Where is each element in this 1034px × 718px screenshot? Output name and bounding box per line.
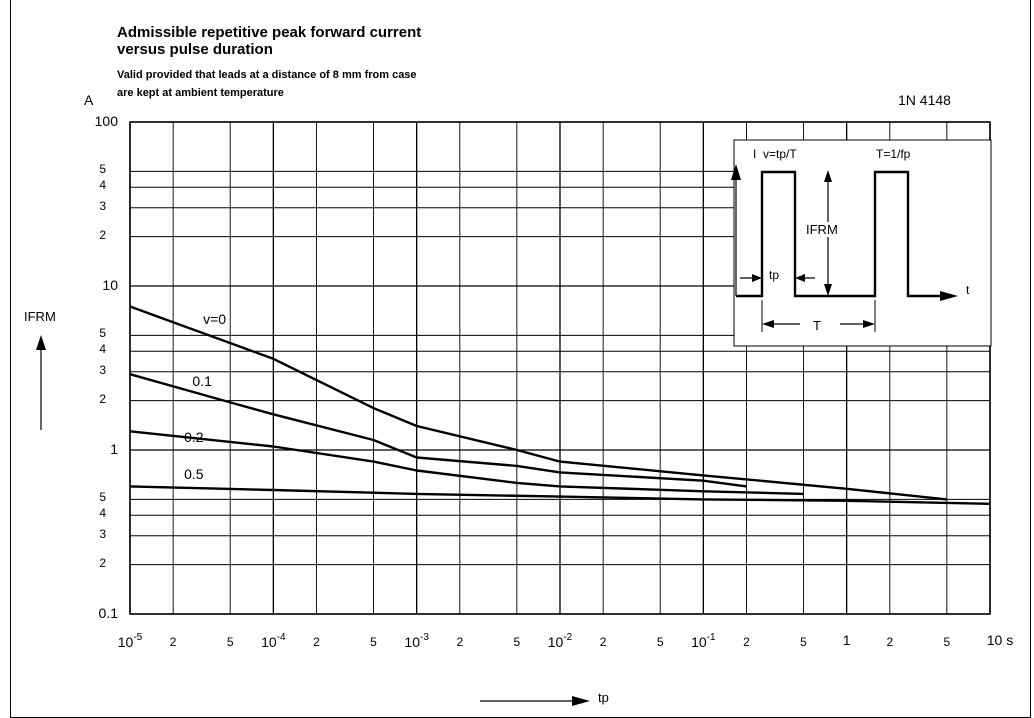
y-tick-label: 5: [99, 326, 106, 341]
series-line-3: [129, 485, 991, 505]
x-tick-exponent: -5: [133, 632, 143, 643]
inset-tp-arrow-left: [752, 274, 762, 282]
y-tick-label: 1: [110, 441, 118, 457]
x-tick-label: 10 s: [986, 632, 1014, 648]
x-axis-arrowhead: [572, 696, 590, 706]
y-tick-label: 5: [99, 162, 106, 177]
x-tick-label: 10-3: [404, 632, 428, 650]
inset-pulse-waveform: [736, 170, 942, 298]
x-tick-exponent: -2: [563, 632, 573, 643]
y-tick-label: 100: [94, 113, 118, 129]
inset-amplitude-arrow-down: [824, 284, 832, 296]
inset-i-label: I: [753, 147, 757, 161]
x-tick-exponent: -4: [276, 632, 286, 643]
x-tick-label: 5: [513, 635, 521, 649]
x-tick-label: 1: [842, 632, 851, 648]
part-number: 1N 4148: [898, 92, 951, 108]
series-label: v=0: [203, 310, 227, 327]
x-tick-label: 2: [886, 635, 894, 649]
series-line-2: [129, 430, 804, 496]
x-tick-label: 2: [599, 635, 607, 649]
x-tick-base: 10: [404, 634, 420, 650]
y-axis-label: IFRM: [24, 309, 56, 324]
series-line-1: [129, 373, 747, 488]
x-tick-label: 10-2: [548, 632, 572, 650]
chart-title-line1: Admissible repetitive peak forward curre…: [117, 24, 422, 41]
inset-period-formula: T=1/fp: [876, 147, 911, 161]
inset-tp-arrow-right: [795, 274, 805, 282]
y-tick-label: 5: [99, 490, 106, 505]
x-axis-label: tp: [598, 690, 609, 705]
series-label: 0.5: [184, 466, 204, 483]
inset-i-arrowhead: [731, 164, 741, 180]
y-tick-label: 3: [99, 526, 106, 541]
x-tick-base: 10: [547, 634, 564, 650]
y-tick-label: 3: [99, 198, 106, 213]
chart-title-line2: versus pulse duration: [117, 41, 273, 58]
series-label: 0.2: [184, 428, 204, 445]
x-tick-label: 10-4: [261, 632, 285, 650]
y-tick-label: 2: [99, 227, 106, 242]
x-tick-exponent: -1: [706, 632, 716, 643]
y-tick-label: 0.1: [98, 605, 118, 621]
y-unit-label: A: [84, 92, 94, 108]
x-tick-label: 10-5: [118, 632, 142, 650]
x-tick-label: 2: [743, 635, 750, 649]
inset-amplitude-label: IFRM: [806, 222, 838, 237]
x-tick-label: 5: [370, 635, 377, 649]
x-tick-base: 10: [117, 634, 134, 650]
y-tick-label: 2: [99, 391, 106, 406]
plot-border: [129, 121, 991, 615]
inset-pulse-width-label: tp: [769, 268, 780, 282]
series-line-0: [129, 305, 948, 501]
x-tick-label: 2: [456, 635, 464, 649]
chart-subtitle-line1: Valid provided that leads at a distance …: [117, 69, 417, 81]
y-axis-arrowhead: [36, 335, 46, 350]
y-tick-label: 3: [99, 362, 106, 377]
inset-period-arrow-right: [863, 320, 875, 328]
series-label: 0.1: [192, 372, 212, 389]
x-tick-label: 5: [943, 635, 951, 649]
inset-box: [733, 139, 992, 347]
x-tick-base: 10: [261, 634, 277, 650]
inset-period-marker: T: [813, 318, 821, 333]
y-tick-label: 4: [99, 342, 106, 357]
chart-subtitle-line2: are kept at ambient temperature: [117, 87, 284, 99]
x-tick-label: 2: [169, 635, 177, 649]
inset-period-arrow-left: [762, 320, 774, 328]
x-tick-label: 5: [656, 635, 664, 649]
x-tick-label: 5: [226, 635, 234, 649]
y-tick-label: 4: [99, 506, 106, 521]
x-tick-label: 5: [800, 635, 807, 649]
inset-t-axis-label: t: [966, 283, 970, 297]
inset-t-arrowhead: [940, 291, 958, 301]
y-tick-label: 2: [99, 555, 106, 570]
y-tick-label: 10: [102, 277, 118, 293]
inset-amplitude-arrow-up: [824, 170, 832, 182]
x-tick-label: 10-1: [691, 632, 715, 650]
inset-duty-formula: v=tp/T: [763, 147, 797, 161]
y-tick-label: 4: [99, 178, 106, 193]
x-tick-base: 10: [691, 634, 707, 650]
x-tick-label: 2: [313, 635, 320, 649]
x-tick-exponent: -3: [419, 632, 429, 643]
